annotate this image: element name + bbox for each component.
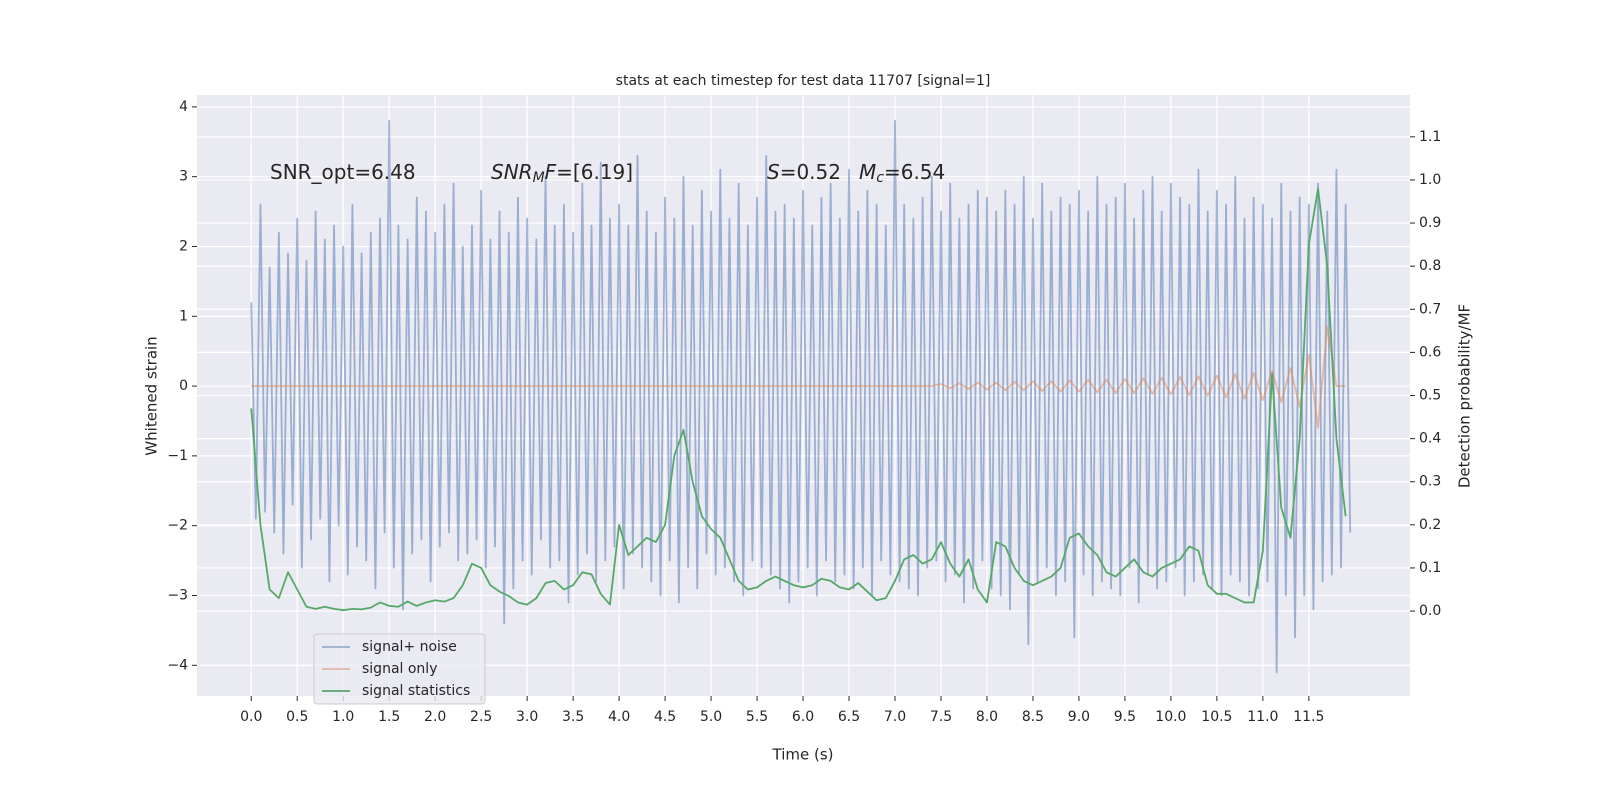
y2-tick-label: 0.4 (1419, 431, 1441, 447)
annotation-part: SNR (491, 160, 533, 184)
x-axis-label: Time (s) (772, 746, 834, 764)
annotation-part: M (533, 170, 545, 186)
annotation: SNR_opt=6.48 (270, 160, 416, 184)
x-tick-label: 5.5 (746, 709, 768, 725)
x-tick-label: 3.0 (516, 709, 538, 725)
x-tick-label: 6.5 (838, 709, 860, 725)
legend-label: signal only (362, 661, 437, 677)
annotation-part: =0.52 (780, 160, 841, 184)
x-tick-label: 9.5 (1114, 709, 1136, 725)
legend-label: signal statistics (362, 683, 470, 699)
y2-axis-label: Detection probability/MF (1456, 304, 1474, 488)
annotation-part: c (876, 170, 884, 186)
y-tick-label: −2 (167, 518, 188, 534)
legend-box (313, 633, 486, 705)
x-tick-label: 2.0 (424, 709, 446, 725)
x-tick-label: 5.0 (700, 709, 722, 725)
x-tick-label: 4.0 (608, 709, 630, 725)
chart-title: stats at each timestep for test data 117… (616, 73, 991, 89)
annotation-part: =[6.19] (556, 160, 633, 184)
x-tick-label: 11.0 (1247, 709, 1278, 725)
y2-tick-label: 1.0 (1419, 172, 1441, 188)
x-tick-label: 0.0 (240, 709, 262, 725)
annotation-part: SNR_opt=6.48 (270, 160, 416, 184)
annotation-part: F (545, 160, 557, 184)
legend: signal+ noise signal only signal statistic… (313, 633, 486, 705)
x-tick-label: 4.5 (654, 709, 676, 725)
y-tick-label: −3 (167, 587, 188, 603)
series-line (250, 187, 1347, 612)
x-tick-label: 11.5 (1293, 709, 1324, 725)
annotation-part: =6.54 (884, 160, 945, 184)
y2-tick-label: 0.7 (1419, 301, 1441, 317)
x-tick-label: 10.0 (1155, 709, 1186, 725)
x-tick-label: 10.5 (1201, 709, 1232, 725)
y-tick-label: 0 (179, 378, 188, 394)
y2-tick-label: 0.3 (1419, 474, 1441, 490)
annotation: Mc=6.54 (859, 160, 945, 187)
y-axis-label: Whitened strain (143, 336, 161, 455)
legend-label: signal+ noise (362, 639, 457, 655)
x-tick-label: 1.0 (332, 709, 354, 725)
annotation-part: S (767, 160, 780, 184)
x-tick-label: 7.0 (884, 709, 906, 725)
y2-tick-label: 0.5 (1419, 388, 1441, 404)
y2-tick-label: 0.0 (1419, 603, 1441, 619)
y2-tick-label: 0.8 (1419, 258, 1441, 274)
y-tick-label: 3 (179, 169, 188, 185)
y2-tick-label: 0.2 (1419, 517, 1441, 533)
series-line (251, 325, 1346, 429)
y2-tick-label: 0.6 (1419, 344, 1441, 360)
y-tick-label: 1 (179, 308, 188, 324)
x-tick-label: 8.5 (1022, 709, 1044, 725)
y-tick-label: 2 (179, 238, 188, 254)
x-tick-label: 6.0 (792, 709, 814, 725)
x-tick-label: 2.5 (470, 709, 492, 725)
y-tick-label: −4 (167, 657, 188, 673)
annotation-part: M (859, 160, 876, 184)
x-tick-label: 8.0 (976, 709, 998, 725)
x-tick-label: 1.5 (378, 709, 400, 725)
x-tick-label: 7.5 (930, 709, 952, 725)
x-tick-label: 0.5 (286, 709, 308, 725)
annotation: SNRMF=[6.19] (491, 160, 633, 187)
x-tick-label: 9.0 (1068, 709, 1090, 725)
y2-tick-label: 0.9 (1419, 215, 1441, 231)
y-tick-label: −1 (167, 448, 188, 464)
y2-tick-label: 0.1 (1419, 560, 1441, 576)
y2-tick-label: 1.1 (1419, 129, 1441, 145)
y-tick-label: 4 (179, 99, 188, 115)
x-tick-label: 3.5 (562, 709, 584, 725)
annotation: S=0.52 (767, 160, 841, 184)
